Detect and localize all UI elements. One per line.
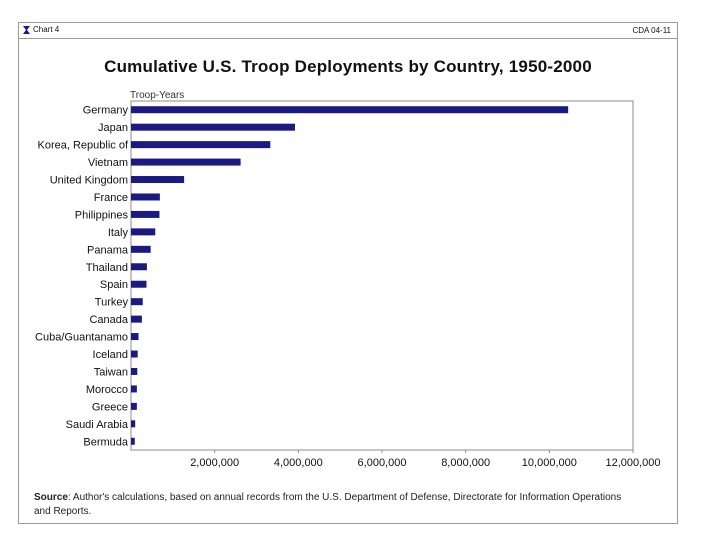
chart-code: CDA 04-11 — [632, 26, 671, 35]
x-tick-label: 4,000,000 — [274, 457, 323, 469]
category-label: Taiwan — [94, 366, 128, 378]
category-label: Thailand — [86, 262, 128, 274]
category-label: Italy — [108, 227, 129, 239]
x-tick-label: 6,000,000 — [358, 457, 407, 469]
category-label: Iceland — [93, 349, 128, 361]
category-label: Saudi Arabia — [66, 419, 129, 431]
chart-label: Chart 4 — [23, 25, 59, 34]
bar — [131, 420, 136, 428]
category-label: Germany — [83, 105, 129, 117]
category-label: Greece — [92, 401, 128, 413]
category-label: France — [94, 192, 128, 204]
chart-header-bar: Chart 4 CDA 04-11 — [19, 23, 677, 39]
bar — [131, 158, 241, 166]
category-label: Bermuda — [83, 436, 129, 448]
category-label: Cuba/Guantanamo — [35, 332, 128, 344]
bar — [131, 367, 138, 375]
bar — [131, 245, 151, 253]
category-label: Korea, Republic of — [38, 140, 129, 152]
bar — [131, 141, 271, 149]
bar-chart: Germany Japan Korea, Republic of Vietnam Uni… — [35, 100, 661, 469]
plot-area — [130, 100, 634, 451]
category-label: Canada — [89, 314, 128, 326]
chart-title: Cumulative U.S. Troop Deployments by Cou… — [104, 57, 592, 76]
bar — [131, 315, 142, 323]
category-label: Turkey — [95, 297, 129, 309]
chart-frame: Chart 4 CDA 04-11 Cumulative U.S. Troop … — [18, 22, 678, 524]
x-tick-label: 12,000,000 — [605, 457, 660, 469]
category-label: Spain — [100, 279, 128, 291]
bar — [131, 437, 135, 445]
bar — [131, 176, 185, 184]
source-note: Source: Author's calculations, based on … — [34, 491, 634, 519]
x-tick-label: 10,000,000 — [522, 457, 577, 469]
source-label: Source — [34, 492, 68, 503]
source-text: : Author's calculations, based on annual… — [34, 492, 622, 517]
hourglass-icon — [23, 25, 30, 34]
bar — [131, 210, 160, 218]
unit-label: Troop-Years — [130, 90, 185, 101]
bar — [131, 350, 138, 358]
category-label: Morocco — [86, 384, 128, 396]
category-label: Japan — [98, 122, 128, 134]
chart-label-text: Chart 4 — [33, 25, 60, 34]
x-tick-label: 2,000,000 — [190, 457, 239, 469]
bar — [131, 280, 147, 288]
x-tick-label: 8,000,000 — [441, 457, 490, 469]
bar — [131, 263, 147, 271]
bar — [131, 123, 295, 131]
bar — [131, 402, 137, 410]
bar — [131, 385, 137, 393]
bar — [131, 193, 160, 201]
category-label: Vietnam — [88, 157, 128, 169]
bar — [131, 106, 569, 114]
category-label: Panama — [87, 244, 129, 256]
category-label: Philippines — [75, 209, 129, 221]
bar — [131, 333, 139, 341]
category-label: United Kingdom — [50, 175, 128, 187]
bar — [131, 298, 143, 306]
bar — [131, 228, 156, 236]
